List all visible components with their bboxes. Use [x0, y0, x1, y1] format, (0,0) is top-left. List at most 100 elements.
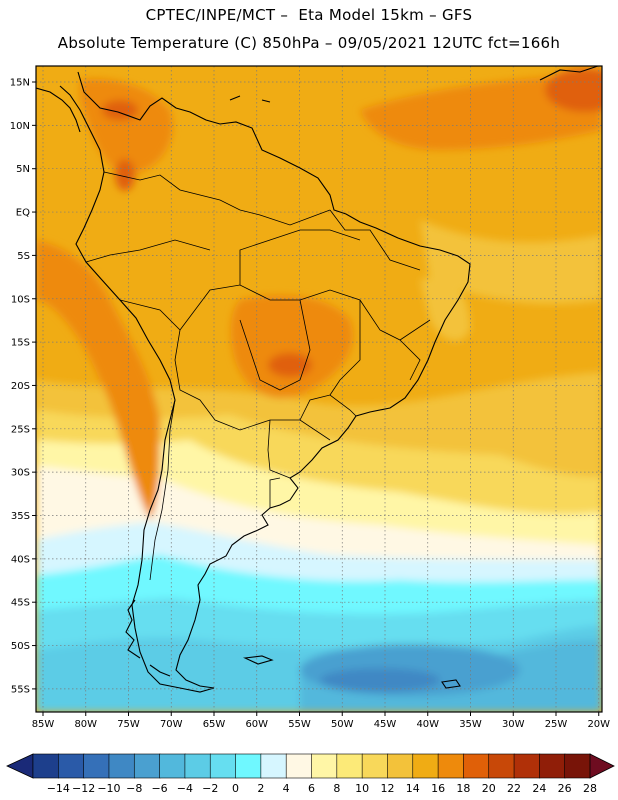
colorbar-swatch	[209, 753, 237, 779]
colorbar-swatch	[336, 753, 363, 779]
map-title-line-1: CPTEC/INPE/MCT – Eta Model 15km – GFS	[145, 6, 473, 24]
country-borders	[85, 171, 431, 581]
cool-strip-ne-brazil	[420, 277, 470, 341]
lon-label: 60W	[245, 719, 268, 730]
colorbar-swatch	[108, 753, 136, 779]
lon-label: 40W	[416, 719, 439, 730]
colorbar-swatch	[285, 753, 313, 779]
lat-label: 40S	[11, 554, 30, 565]
lat-label: 10N	[10, 121, 30, 132]
hot-spot-andes	[102, 100, 138, 120]
colorbar-label: 12	[380, 782, 394, 795]
lat-label: EQ	[16, 208, 30, 219]
colorbar-swatch	[539, 753, 566, 779]
colorbar-swatch	[463, 753, 490, 779]
hot-spot-ne	[545, 68, 602, 112]
lat-label: 5S	[17, 251, 30, 262]
latitude-labels: 15N 10N 5N EQ 5S 10S 15S 20S 25S 30S 35S 40S 45S 50S 5…	[10, 78, 30, 696]
lat-label: 5N	[16, 164, 30, 175]
hot-spot-paraguay	[268, 353, 312, 377]
colorbar-swatch	[184, 753, 212, 779]
lon-label: 30W	[502, 719, 525, 730]
colorbar-label: −2	[202, 782, 218, 795]
colorbar-label: 18	[456, 782, 470, 795]
colorbar-label: 2	[257, 782, 264, 795]
map-frame	[35, 65, 603, 713]
colorbar-label: 22	[507, 782, 521, 795]
lat-label: 55S	[11, 684, 30, 695]
central-america-coastline	[36, 87, 81, 133]
falkland-islands	[242, 655, 461, 689]
colorbar-label: 14	[406, 782, 420, 795]
hot-spot-venezuela	[115, 159, 135, 191]
colorbar-label: 4	[283, 782, 290, 795]
warm-caribbean	[80, 78, 173, 175]
lat-label: 10S	[11, 294, 30, 305]
colorbar-swatch	[412, 753, 439, 779]
colorbar-label: −8	[126, 782, 142, 795]
lon-label: 20W	[587, 719, 610, 730]
colorbar-swatch	[387, 753, 414, 779]
longitude-labels: 85W 80W 75W 70W 65W 60W 55W 50W 45W 40W 35W 30W 25W 2…	[32, 719, 610, 730]
lat-label: 50S	[11, 641, 30, 652]
colorbar	[6, 753, 615, 779]
lat-label: 35S	[11, 511, 30, 522]
colorbar-label: −4	[177, 782, 193, 795]
lon-label: 65W	[203, 719, 226, 730]
colorbar-label: −12	[72, 782, 95, 795]
lat-label: 30S	[11, 468, 30, 479]
colorbar-swatch	[159, 753, 186, 779]
lat-label: 15N	[10, 78, 30, 89]
axis-ticks	[32, 81, 600, 716]
lon-label: 55W	[288, 719, 311, 730]
colorbar-swatch	[513, 753, 541, 779]
lat-label: 45S	[11, 598, 30, 609]
lat-label: 25S	[11, 424, 30, 435]
lon-label: 70W	[160, 719, 183, 730]
colorbar-left-arrow	[6, 753, 34, 779]
colorbar-swatch	[32, 753, 60, 779]
cool-strip-atlantic	[420, 220, 602, 304]
lon-label: 50W	[331, 719, 354, 730]
caribbean-islands	[229, 66, 599, 103]
colorbar-label: 20	[482, 782, 496, 795]
colorbar-swatch	[235, 753, 262, 779]
lon-label: 85W	[32, 719, 55, 730]
warm-core-brazil	[230, 295, 353, 399]
colorbar-label: 0	[232, 782, 239, 795]
lon-label: 80W	[74, 719, 97, 730]
temperature-field	[36, 66, 602, 712]
lon-label: 25W	[545, 719, 568, 730]
warm-tongue-west	[36, 240, 160, 520]
lon-label: 35W	[459, 719, 482, 730]
colorbar-swatch	[133, 753, 161, 779]
colorbar-swatch	[437, 753, 465, 779]
cold-core-inner	[320, 668, 440, 692]
colorbar-label: −10	[97, 782, 120, 795]
coastlines	[36, 66, 599, 693]
colorbar-label: 24	[532, 782, 546, 795]
colorbar-label: 10	[355, 782, 369, 795]
colorbar-right-arrow	[589, 753, 615, 779]
colorbar-label: −6	[151, 782, 167, 795]
lat-label: 15S	[11, 338, 30, 349]
colorbar-swatch	[488, 753, 515, 779]
lon-label: 45W	[374, 719, 397, 730]
colorbar-label: 16	[431, 782, 445, 795]
lon-label: 75W	[117, 719, 140, 730]
colorbar-labels: −14 −12 −10 −8 −6 −4 −2 0 2 4 6 8 10 12 14 16 18 20 22 24 26…	[47, 782, 597, 795]
colorbar-label: −14	[47, 782, 70, 795]
colorbar-swatch	[311, 753, 338, 779]
colorbar-swatch	[260, 753, 287, 779]
colorbar-swatch	[564, 753, 591, 779]
colorbar-label: 26	[558, 782, 572, 795]
warm-atlantic	[360, 75, 602, 150]
colorbar-label: 6	[308, 782, 315, 795]
colorbar-label: 8	[333, 782, 340, 795]
south-america-coastline	[59, 71, 471, 693]
colorbar-swatch	[58, 753, 85, 779]
colorbar-swatch	[83, 753, 110, 779]
map-title-line-2: Absolute Temperature (C) 850hPa – 09/05/…	[57, 34, 561, 52]
chile-fjords	[125, 599, 171, 677]
